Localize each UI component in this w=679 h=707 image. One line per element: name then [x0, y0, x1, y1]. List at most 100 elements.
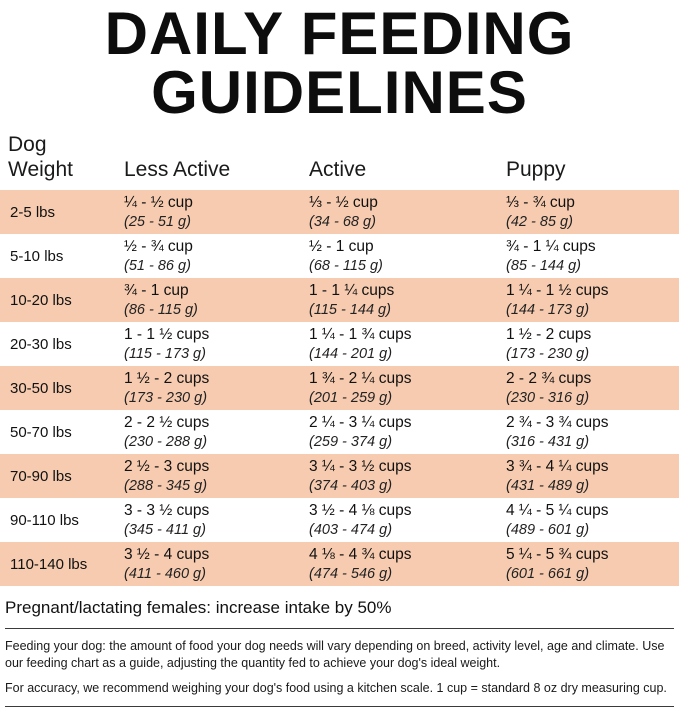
- cups-range: 5 ¼ - 5 ¾ cups: [506, 545, 609, 563]
- grams-range: (403 - 474 g): [309, 521, 393, 538]
- less-active-cell: 1 ½ - 2 cups (173 - 230 g): [112, 366, 297, 410]
- cups-range: 4 ⅛ - 4 ¾ cups: [309, 545, 412, 563]
- active-cell: ½ - 1 cup (68 - 115 g): [297, 234, 494, 278]
- feeding-table: Dog Weight Less Active Active Puppy 2-5 …: [0, 132, 679, 586]
- header-dog-weight-line2: Weight: [8, 158, 73, 181]
- grams-range: (316 - 431 g): [506, 433, 590, 450]
- grams-range: (115 - 144 g): [309, 301, 391, 318]
- cups-range: ⅓ - ½ cup: [309, 193, 378, 211]
- table-row-2-5-lbs: 2-5 lbs ¼ - ½ cup (25 - 51 g) ⅓ - ½ cup …: [0, 190, 679, 234]
- grams-range: (144 - 173 g): [506, 301, 590, 318]
- table-row-10-20-lbs: 10-20 lbs ¾ - 1 cup (86 - 115 g) 1 - 1 ¼…: [0, 278, 679, 322]
- less-active-cell: ½ - ¾ cup (51 - 86 g): [112, 234, 297, 278]
- grams-range: (474 - 546 g): [309, 565, 393, 582]
- grams-range: (115 - 173 g): [124, 345, 206, 362]
- weight-cell: 90-110 lbs: [10, 511, 79, 529]
- feeding-table-body: 2-5 lbs ¼ - ½ cup (25 - 51 g) ⅓ - ½ cup …: [0, 190, 679, 586]
- grams-range: (34 - 68 g): [309, 213, 376, 230]
- cups-range: 2 ¾ - 3 ¾ cups: [506, 413, 609, 431]
- grams-range: (42 - 85 g): [506, 213, 573, 230]
- puppy-cell: 1 ½ - 2 cups (173 - 230 g): [494, 322, 679, 366]
- grams-range: (51 - 86 g): [124, 257, 191, 274]
- page-title: DAILY FEEDING GUIDELINES: [0, 4, 679, 123]
- weight-cell: 2-5 lbs: [10, 203, 56, 221]
- cups-range: 4 ¼ - 5 ¼ cups: [506, 501, 609, 519]
- less-active-cell: 3 ½ - 4 cups (411 - 460 g): [112, 542, 297, 586]
- table-row-30-50-lbs: 30-50 lbs 1 ½ - 2 cups (173 - 230 g) 1 ¾…: [0, 366, 679, 410]
- grams-range: (489 - 601 g): [506, 521, 590, 538]
- divider-top: [5, 628, 674, 629]
- cups-range: 3 ¾ - 4 ¼ cups: [506, 457, 609, 475]
- grams-range: (173 - 230 g): [506, 345, 590, 362]
- cups-range: 1 ¾ - 2 ¼ cups: [309, 369, 412, 387]
- active-cell: 2 ¼ - 3 ¼ cups (259 - 374 g): [297, 410, 494, 454]
- pregnant-note: Pregnant/lactating females: increase int…: [5, 598, 392, 617]
- active-cell: ⅓ - ½ cup (34 - 68 g): [297, 190, 494, 234]
- cups-range: 1 - 1 ½ cups: [124, 325, 210, 343]
- weight-cell: 110-140 lbs: [10, 555, 88, 573]
- grams-range: (601 - 661 g): [506, 565, 590, 582]
- active-cell: 3 ½ - 4 ⅛ cups (403 - 474 g): [297, 498, 494, 542]
- grams-range: (201 - 259 g): [309, 389, 393, 406]
- less-active-cell: 2 ½ - 3 cups (288 - 345 g): [112, 454, 297, 498]
- grams-range: (86 - 115 g): [124, 301, 198, 318]
- cups-range: 3 ½ - 4 cups: [124, 545, 210, 563]
- page-title-line2: GUIDELINES: [151, 59, 528, 126]
- grams-range: (144 - 201 g): [309, 345, 393, 362]
- cups-range: 3 - 3 ½ cups: [124, 501, 210, 519]
- puppy-cell: 3 ¾ - 4 ¼ cups (431 - 489 g): [494, 454, 679, 498]
- table-row-5-10-lbs: 5-10 lbs ½ - ¾ cup (51 - 86 g) ½ - 1 cup…: [0, 234, 679, 278]
- puppy-cell: ⅓ - ¾ cup (42 - 85 g): [494, 190, 679, 234]
- table-row-50-70-lbs: 50-70 lbs 2 - 2 ½ cups (230 - 288 g) 2 ¼…: [0, 410, 679, 454]
- weight-cell: 70-90 lbs: [10, 467, 72, 485]
- grams-range: (230 - 316 g): [506, 389, 590, 406]
- grams-range: (259 - 374 g): [309, 433, 393, 450]
- page-title-line1: DAILY FEEDING: [104, 0, 575, 67]
- header-dog-weight: Dog Weight: [0, 132, 112, 190]
- cups-range: ¼ - ½ cup: [124, 193, 193, 211]
- grams-range: (345 - 411 g): [124, 521, 206, 538]
- less-active-cell: 1 - 1 ½ cups (115 - 173 g): [112, 322, 297, 366]
- puppy-cell: 5 ¼ - 5 ¾ cups (601 - 661 g): [494, 542, 679, 586]
- active-cell: 4 ⅛ - 4 ¾ cups (474 - 546 g): [297, 542, 494, 586]
- cups-range: ⅓ - ¾ cup: [506, 193, 575, 211]
- table-row-20-30-lbs: 20-30 lbs 1 - 1 ½ cups (115 - 173 g) 1 ¼…: [0, 322, 679, 366]
- grams-range: (288 - 345 g): [124, 477, 208, 494]
- cups-range: 1 ½ - 2 cups: [124, 369, 210, 387]
- puppy-cell: 2 - 2 ¾ cups (230 - 316 g): [494, 366, 679, 410]
- cups-range: ¾ - 1 ¼ cups: [506, 237, 596, 255]
- grams-range: (173 - 230 g): [124, 389, 208, 406]
- feeding-note: Feeding your dog: the amount of food you…: [5, 639, 665, 670]
- puppy-cell: 4 ¼ - 5 ¼ cups (489 - 601 g): [494, 498, 679, 542]
- grams-range: (68 - 115 g): [309, 257, 383, 274]
- grams-range: (411 - 460 g): [124, 565, 206, 582]
- cups-range: ½ - 1 cup: [309, 237, 374, 255]
- header-dog-weight-line1: Dog: [8, 133, 47, 156]
- active-cell: 3 ¼ - 3 ½ cups (374 - 403 g): [297, 454, 494, 498]
- weight-cell: 20-30 lbs: [10, 335, 72, 353]
- less-active-cell: ¼ - ½ cup (25 - 51 g): [112, 190, 297, 234]
- cups-range: 1 ¼ - 1 ¾ cups: [309, 325, 412, 343]
- cups-range: ½ - ¾ cup: [124, 237, 193, 255]
- cups-range: 1 ½ - 2 cups: [506, 325, 592, 343]
- grams-range: (230 - 288 g): [124, 433, 208, 450]
- puppy-cell: 1 ¼ - 1 ½ cups (144 - 173 g): [494, 278, 679, 322]
- notes-section: Pregnant/lactating females: increase int…: [0, 598, 679, 707]
- grams-range: (25 - 51 g): [124, 213, 191, 230]
- cups-range: 1 ¼ - 1 ½ cups: [506, 281, 609, 299]
- grams-range: (431 - 489 g): [506, 477, 590, 494]
- cups-range: 3 ¼ - 3 ½ cups: [309, 457, 412, 475]
- header-less-active: Less Active: [124, 158, 231, 181]
- header-puppy: Puppy: [506, 158, 566, 181]
- active-cell: 1 ¾ - 2 ¼ cups (201 - 259 g): [297, 366, 494, 410]
- active-cell: 1 - 1 ¼ cups (115 - 144 g): [297, 278, 494, 322]
- grams-range: (374 - 403 g): [309, 477, 393, 494]
- table-row-110-140-lbs: 110-140 lbs 3 ½ - 4 cups (411 - 460 g) 4…: [0, 542, 679, 586]
- cups-range: 2 - 2 ½ cups: [124, 413, 210, 431]
- less-active-cell: ¾ - 1 cup (86 - 115 g): [112, 278, 297, 322]
- grams-range: (85 - 144 g): [506, 257, 581, 274]
- table-row-70-90-lbs: 70-90 lbs 2 ½ - 3 cups (288 - 345 g) 3 ¼…: [0, 454, 679, 498]
- cups-range: 3 ½ - 4 ⅛ cups: [309, 501, 412, 519]
- weight-cell: 50-70 lbs: [10, 423, 72, 441]
- puppy-cell: 2 ¾ - 3 ¾ cups (316 - 431 g): [494, 410, 679, 454]
